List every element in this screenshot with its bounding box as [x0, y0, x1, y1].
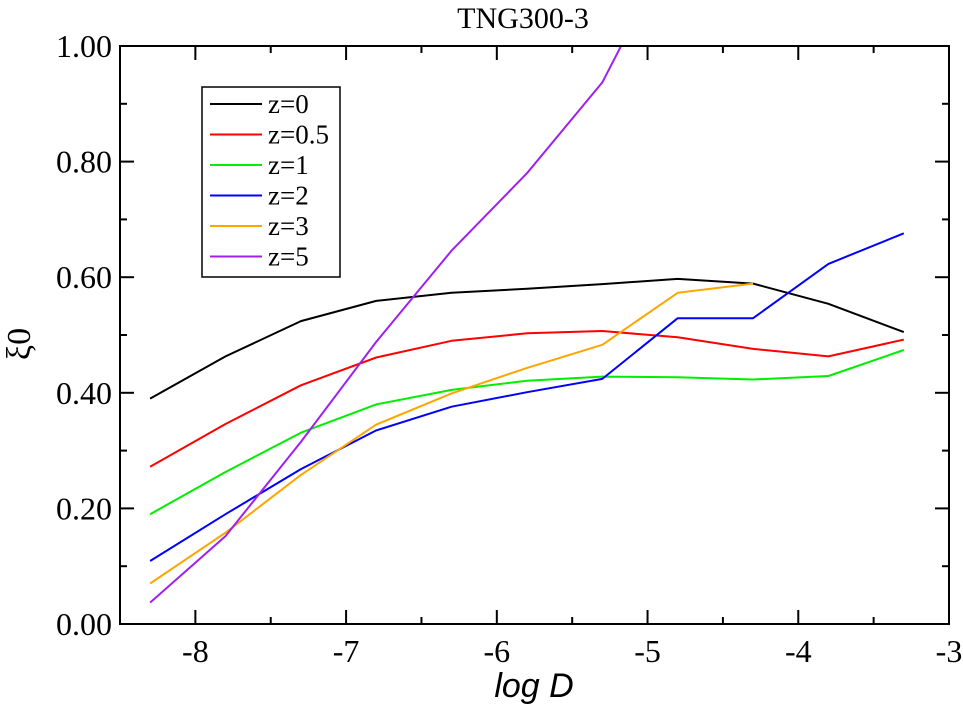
series-line-5	[149, 46, 623, 604]
y-tick-label: 0.60	[56, 259, 112, 295]
legend-label-4: z=3	[268, 211, 309, 241]
y-tick-label: 0.00	[56, 606, 112, 642]
series-line-1	[149, 330, 905, 468]
legend-label-3: z=2	[268, 181, 309, 211]
x-tick-label: -8	[182, 633, 209, 669]
x-tick-label: -7	[333, 633, 360, 669]
series-line-4	[149, 282, 754, 585]
y-tick-label: 0.20	[56, 490, 112, 526]
series-line-2	[149, 349, 905, 516]
x-tick-label: -6	[483, 633, 510, 669]
legend-label-5: z=5	[268, 242, 309, 272]
series-line-0	[149, 277, 905, 400]
series-layer	[149, 46, 905, 604]
y-tick-label: 0.80	[56, 144, 112, 180]
legend-box	[201, 86, 341, 278]
legend: z=0z=0.5z=1z=2z=3z=5	[201, 86, 341, 278]
x-tick-label: -5	[634, 633, 661, 669]
series-line-3	[149, 232, 905, 562]
legend-label-1: z=0.5	[268, 120, 329, 150]
x-tick-label: -3	[936, 633, 963, 669]
y-tick-label: 1.00	[56, 28, 112, 64]
y-tick-label: 0.40	[56, 375, 112, 411]
x-tick-label: -4	[785, 633, 812, 669]
y-axis-label: ξ0	[1, 328, 38, 360]
x-axis-label: log D	[494, 667, 573, 705]
legend-label-0: z=0	[268, 89, 309, 119]
axes: -8 -7 -6 -5 -4 -3 0.00 0.20 0.40 0.60 0.80 1.00	[56, 28, 962, 669]
chart-title: TNG300-3	[457, 2, 589, 35]
legend-label-2: z=1	[268, 150, 309, 180]
